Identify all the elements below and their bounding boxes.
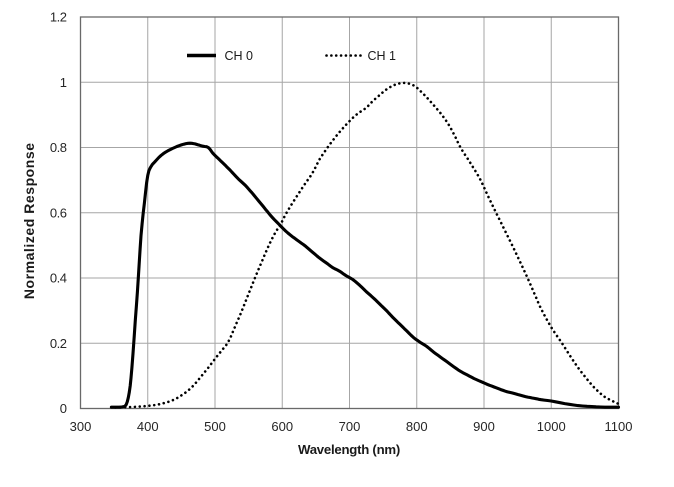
svg-text:700: 700 — [339, 419, 361, 434]
svg-text:0.8: 0.8 — [50, 140, 67, 155]
svg-text:0.2: 0.2 — [50, 336, 67, 351]
svg-text:CH 1: CH 1 — [368, 49, 397, 63]
svg-text:1000: 1000 — [537, 419, 566, 434]
svg-text:900: 900 — [473, 419, 495, 434]
svg-text:1.2: 1.2 — [50, 10, 67, 25]
svg-text:Normalized Response: Normalized Response — [21, 142, 37, 299]
svg-text:300: 300 — [70, 419, 92, 434]
svg-text:Wavelength (nm): Wavelength (nm) — [298, 442, 400, 457]
svg-text:400: 400 — [137, 419, 159, 434]
svg-text:1100: 1100 — [605, 419, 633, 434]
svg-text:1: 1 — [60, 75, 67, 90]
svg-text:0.6: 0.6 — [50, 205, 67, 220]
svg-text:800: 800 — [406, 419, 428, 434]
svg-text:0.4: 0.4 — [50, 271, 67, 286]
svg-text:CH 0: CH 0 — [225, 49, 254, 63]
svg-text:500: 500 — [204, 419, 226, 434]
svg-text:600: 600 — [271, 419, 293, 434]
svg-text:0: 0 — [60, 401, 67, 416]
